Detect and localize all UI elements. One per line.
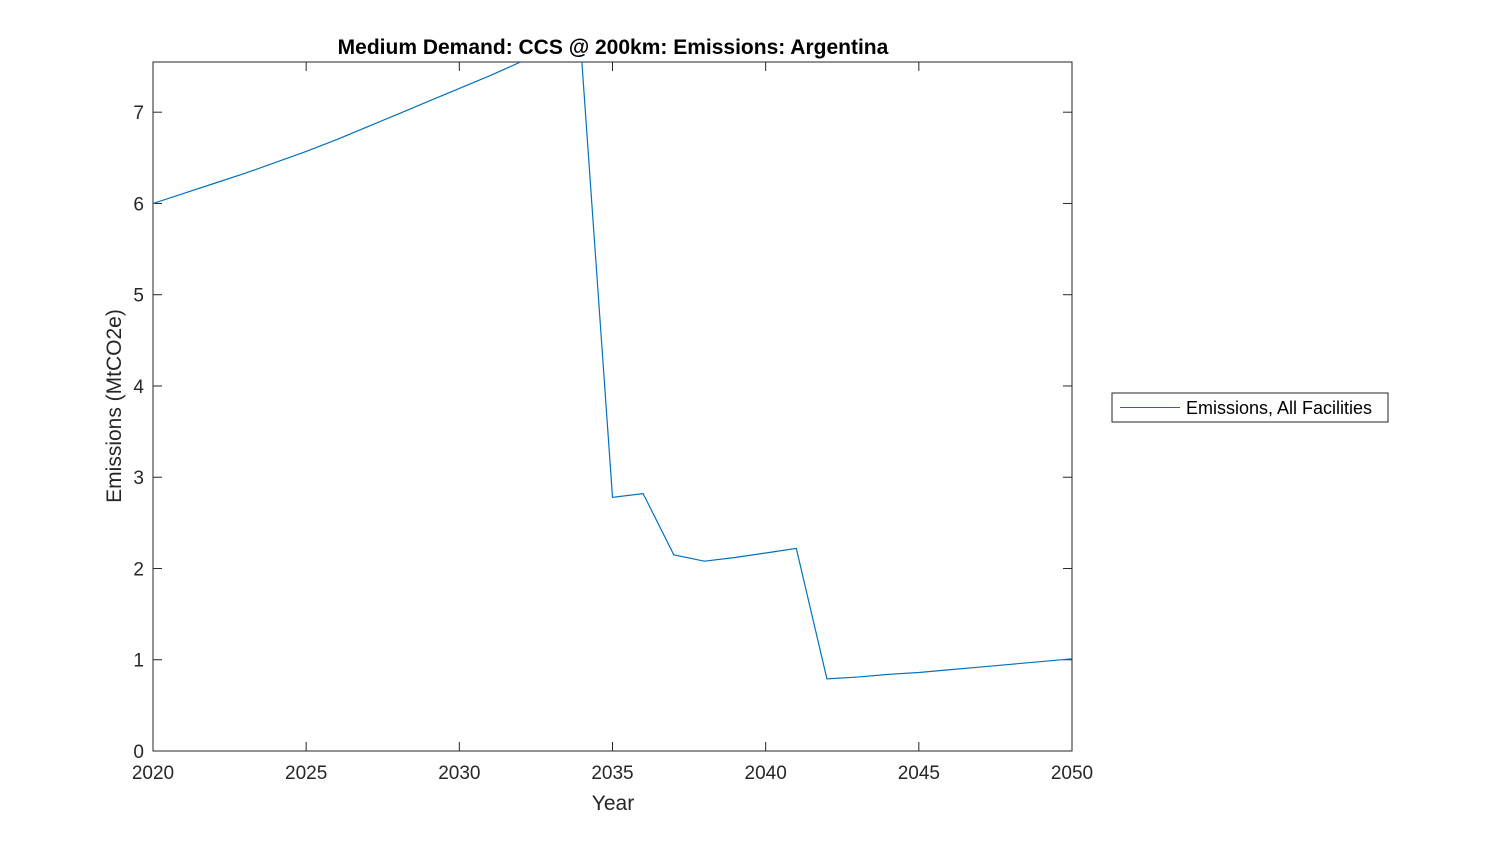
x-tick-label: 2050: [1051, 763, 1093, 784]
x-tick-label: 2020: [132, 763, 174, 784]
series-line-emissions: [153, 62, 1072, 680]
axes-box: [152, 61, 1073, 752]
x-axis-label: Year: [592, 792, 634, 815]
y-tick-label: 4: [133, 377, 144, 398]
x-tick-label: 2045: [898, 763, 940, 784]
y-tick-label: 2: [133, 559, 144, 580]
x-tick-label: 2030: [438, 763, 480, 784]
y-tick-label: 3: [133, 468, 144, 489]
y-tick-label: 1: [133, 651, 144, 672]
x-tick-label: 2025: [285, 763, 327, 784]
legend-item-label: Emissions, All Facilities: [1186, 398, 1372, 418]
chart-title: Medium Demand: CCS @ 200km: Emissions: A…: [338, 36, 889, 59]
y-tick-label: 5: [133, 286, 144, 307]
legend: Emissions, All Facilities: [1111, 392, 1389, 423]
y-axis-label: Emissions (MtCO2e): [103, 309, 126, 503]
y-tick-label: 0: [133, 742, 144, 763]
x-tick-label: 2040: [745, 763, 787, 784]
plot-area: 2020 2025 2030 2035 2040 2045 2050 0 1 2 3 4 5 6 7: [132, 61, 1093, 784]
y-tick-label: 7: [133, 103, 144, 124]
y-tick-label: 6: [133, 194, 144, 215]
x-tick-label: 2035: [591, 763, 633, 784]
